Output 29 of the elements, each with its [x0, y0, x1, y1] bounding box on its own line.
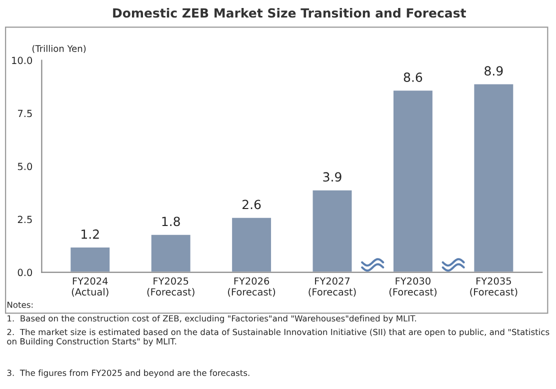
- text: 1. Based on the construction cost of ZEB, excluding "Factories"and "Warehouses"defined by MLIT.: [8, 315, 416, 324]
- data-label: 1.2: [82, 229, 99, 239]
- text: Notes:: [7, 302, 33, 308]
- text: 3. The figures from FY2025 and beyond are the forecasts.: [7, 370, 250, 378]
- x-tick-label: FY2024 (Actual): [72, 277, 108, 297]
- y-tick-label: 5.0: [18, 162, 32, 170]
- data-label: 8.9: [484, 66, 503, 76]
- bar: [311, 188, 354, 272]
- data-label: 1.8: [162, 216, 180, 226]
- bar: [472, 82, 515, 272]
- y-tick-label: 0.0: [18, 268, 32, 276]
- y-tick-label: 10.0: [12, 56, 32, 64]
- chart-title: Domestic ZEB Market Size Transition and Forecast: [113, 8, 466, 18]
- y-tick-label: 7.5: [18, 110, 32, 118]
- bar: [150, 233, 192, 272]
- x-tick-label: FY2035 (Forecast): [470, 277, 518, 297]
- bar: [392, 89, 434, 272]
- y-tick-label: 2.5: [18, 216, 32, 224]
- data-label: 3.9: [323, 172, 342, 182]
- x-tick-label: FY2025 (Forecast): [147, 277, 194, 297]
- bar: [69, 246, 111, 272]
- x-tick-label: FY2030 (Forecast): [389, 277, 436, 297]
- data-label: 8.6: [404, 72, 422, 82]
- x-tick-label: FY2027 (Forecast): [308, 277, 356, 297]
- y-axis-title: (Trillion Yen): [32, 44, 86, 54]
- data-label: 2.6: [242, 200, 261, 210]
- text: 2. The market size is estimated based on the data of Sustainable Innovation Initiative (SII) that are open to public, and "Statistics on Building Construction Starts" by MLIT.: [7, 328, 550, 346]
- bar: [230, 216, 272, 272]
- x-tick-label: FY2026 (Forecast): [228, 277, 276, 297]
